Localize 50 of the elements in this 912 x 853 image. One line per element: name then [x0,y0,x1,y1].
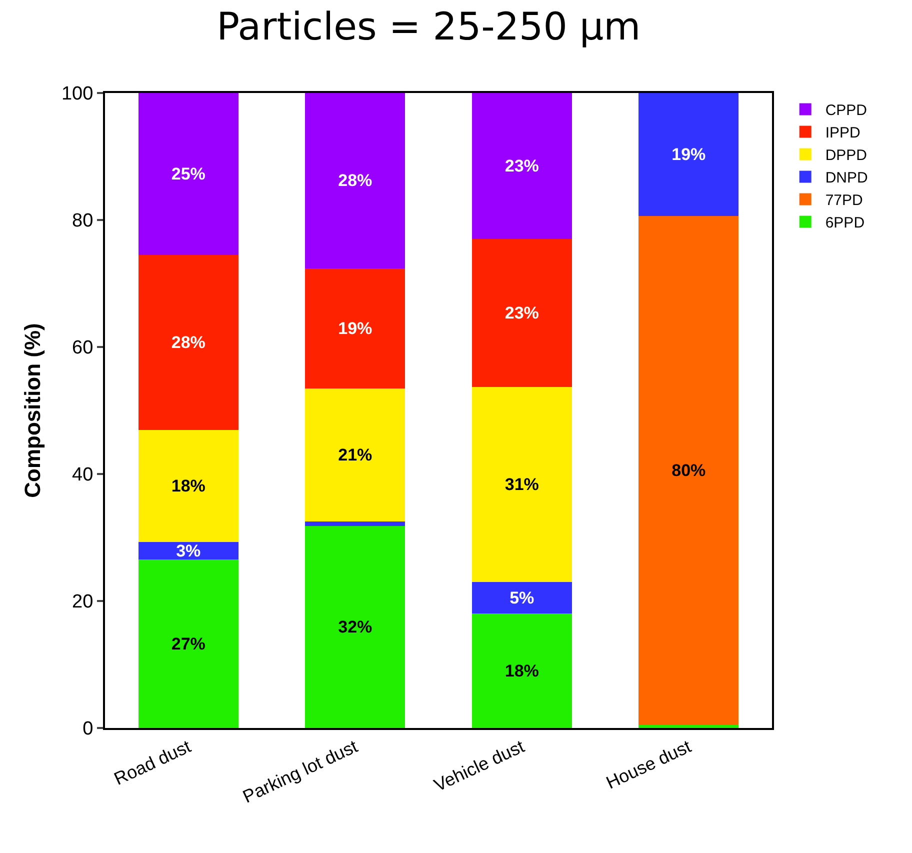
data-label: 21% [338,445,372,464]
legend-label: 77PD [825,192,864,210]
bar [472,93,572,240]
legend-label: CPPD [825,102,868,120]
data-label: 25% [171,164,206,184]
legend-label: DPPD [825,147,868,164]
y-tick-label: 0 [82,718,94,740]
y-tick-label: 60 [72,338,94,359]
bar [305,268,406,388]
data-label: 27% [171,634,206,654]
bar [138,254,238,430]
legend-label: DNPD [825,170,868,187]
legend-label: IPPD [825,124,861,142]
bar [472,614,572,728]
chart-title: Particles = 25-250 μm [216,4,641,48]
legend-label: 6PPD [825,214,865,232]
data-label: 80% [672,461,706,480]
y-tick-label: 100 [61,84,94,105]
bar [638,216,739,725]
bar [138,560,238,728]
x-tick-label: House dust [603,736,694,793]
data-label: 19% [672,145,706,164]
y-axis-title: Composition (%) [20,323,45,498]
x-tick-label: Vehicle dust [430,736,528,796]
bar [138,93,238,255]
bar [472,582,572,614]
data-label: 18% [504,661,539,680]
data-label: 5% [510,588,534,608]
bar [138,430,238,542]
bar [638,93,739,216]
data-label: 3% [176,541,201,560]
bar [472,387,572,582]
y-tick-label: 80 [72,210,94,232]
bar [305,93,406,268]
bar [305,388,406,522]
y-tick-label: 40 [72,464,94,486]
data-label: 32% [338,618,372,637]
data-label: 28% [171,333,206,352]
data-label: 18% [171,476,206,496]
bar [305,526,406,728]
data-label: 31% [504,474,539,494]
y-tick-label: 20 [72,592,94,613]
bar [472,239,572,388]
data-label: 23% [504,156,539,176]
data-label: 23% [504,304,539,323]
data-label: 28% [338,171,372,190]
bar [305,522,406,526]
data-label: 19% [338,318,372,338]
x-tick-label: Road dust [111,736,194,790]
bar [638,724,739,728]
